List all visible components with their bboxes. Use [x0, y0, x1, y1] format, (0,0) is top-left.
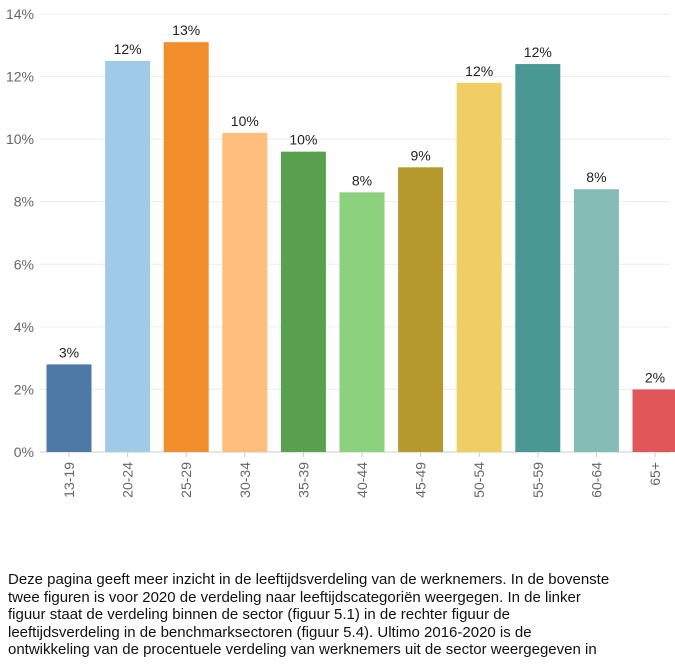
x-tick-label: 25-29 [178, 462, 194, 498]
x-tick-label: 65+ [647, 462, 663, 486]
bar-chart: 0% 2% 4% 6% 8% 10% 12% 14% 3% 12% 13% 10% 10% 8% 9% 12… [6, 6, 675, 498]
data-label-50-54: 12% [465, 63, 493, 79]
y-axis: 0% 2% 4% 6% 8% 10% 12% 14% [6, 6, 34, 460]
bar-13-19[interactable] [46, 364, 92, 452]
x-axis: 13-19 20-24 25-29 30-34 35-39 40-44 45-49 50-54… [61, 452, 663, 498]
bar-20-24[interactable] [105, 60, 151, 453]
x-tick-label: 60-64 [588, 462, 604, 498]
y-tick-label: 2% [14, 381, 34, 397]
data-labels: 3% 12% 13% 10% 10% 8% 9% 12% 12% 8% 2% [59, 22, 665, 385]
y-tick-label: 14% [6, 6, 34, 22]
data-label-35-39: 10% [289, 132, 317, 148]
bar-50-54[interactable] [456, 82, 502, 452]
x-tick-label: 30-34 [237, 462, 253, 498]
x-tick-label: 13-19 [61, 462, 77, 498]
data-label-65+: 2% [645, 369, 665, 385]
bar-40-44[interactable] [339, 192, 385, 453]
x-tick-label: 45-49 [413, 462, 429, 498]
data-label-40-44: 8% [352, 172, 372, 188]
x-tick-label: 20-24 [120, 462, 136, 498]
bar-65+[interactable] [632, 389, 675, 452]
data-label-13-19: 3% [59, 344, 79, 360]
bars [46, 42, 675, 453]
data-label-55-59: 12% [524, 44, 552, 60]
bar-35-39[interactable] [280, 151, 326, 452]
x-tick-label: 40-44 [354, 462, 370, 498]
data-label-45-49: 9% [410, 147, 430, 163]
y-tick-label: 0% [14, 444, 34, 460]
description-text: Deze pagina geeft meer inzicht in de lee… [8, 571, 610, 658]
data-label-25-29: 13% [172, 22, 200, 38]
bar-25-29[interactable] [163, 42, 209, 453]
data-label-60-64: 8% [586, 169, 606, 185]
bar-30-34[interactable] [222, 132, 268, 452]
y-tick-label: 10% [6, 131, 34, 147]
data-label-20-24: 12% [114, 41, 142, 57]
bar-60-64[interactable] [573, 189, 619, 452]
x-tick-label: 50-54 [471, 462, 487, 498]
y-tick-label: 4% [14, 319, 34, 335]
x-tick-label: 55-59 [530, 462, 546, 498]
x-tick-label: 35-39 [295, 462, 311, 498]
y-tick-label: 6% [14, 256, 34, 272]
bar-45-49[interactable] [398, 167, 444, 453]
y-tick-label: 8% [14, 194, 34, 210]
bar-55-59[interactable] [515, 64, 561, 453]
y-tick-label: 12% [6, 69, 34, 85]
data-label-30-34: 10% [231, 113, 259, 129]
